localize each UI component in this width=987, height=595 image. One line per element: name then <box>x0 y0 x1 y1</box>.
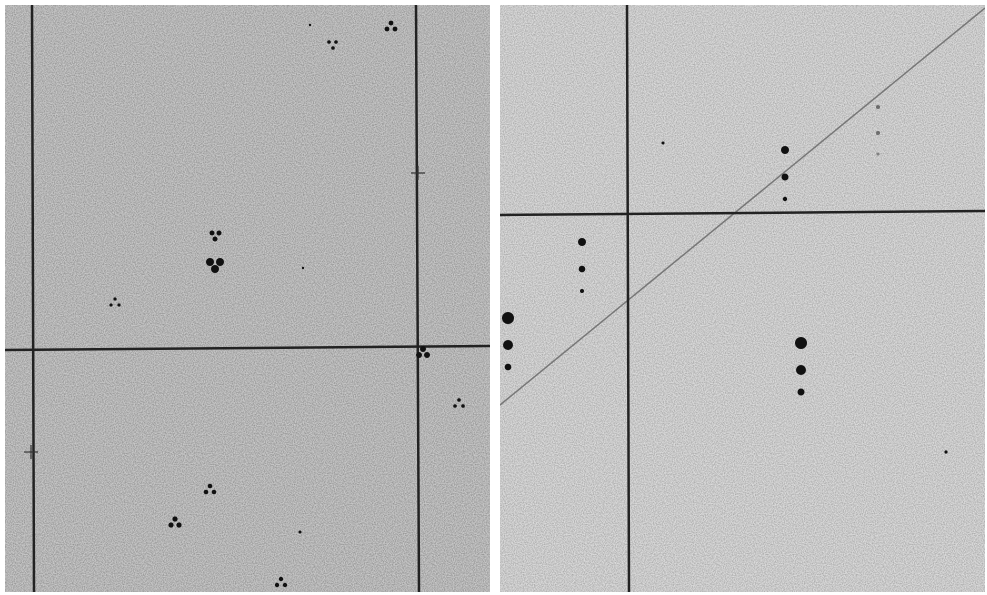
star-images <box>109 20 465 588</box>
plate-grain <box>500 5 985 592</box>
satellite-trail <box>500 7 985 406</box>
reseau-line <box>500 209 985 217</box>
plate-grain <box>5 5 490 592</box>
reseau-line <box>5 344 490 352</box>
small-crosses <box>24 166 425 459</box>
reseau-line <box>625 5 631 592</box>
right-plate <box>500 5 985 592</box>
star-images <box>502 105 948 454</box>
left-plate <box>5 5 490 592</box>
reseau-line <box>414 5 421 592</box>
reseau-line <box>30 5 36 592</box>
